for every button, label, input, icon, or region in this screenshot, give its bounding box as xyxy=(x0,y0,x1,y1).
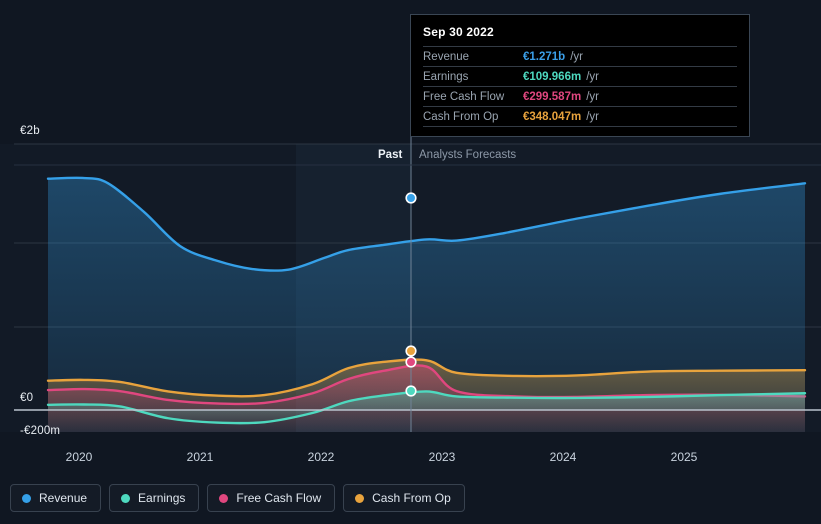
legend-item-revenue[interactable]: Revenue xyxy=(10,484,102,512)
y-axis-label-zero: €0 xyxy=(20,392,34,404)
legend-item-cash-from-op[interactable]: Cash From Op xyxy=(343,484,465,512)
tooltip-unit-cash-from-op: /yr xyxy=(586,110,599,123)
tooltip-row-revenue: Revenue €1.271b /yr xyxy=(423,46,737,66)
tooltip-label-free-cash-flow: Free Cash Flow xyxy=(423,90,505,103)
tooltip-unit-free-cash-flow: /yr xyxy=(586,90,599,103)
tooltip-value-free-cash-flow: €299.587m xyxy=(523,90,582,103)
tooltip-value-earnings: €109.966m xyxy=(523,70,582,83)
tooltip-label-cash-from-op: Cash From Op xyxy=(423,110,499,123)
chart-legend: Revenue Earnings Free Cash Flow Cash Fro… xyxy=(10,484,465,512)
legend-label-earnings: Earnings xyxy=(138,491,186,505)
hover-tooltip: Sep 30 2022 Revenue €1.271b /yr Earnings… xyxy=(410,14,750,137)
tooltip-label-revenue: Revenue xyxy=(423,50,470,63)
legend-dot-free-cash-flow xyxy=(219,493,229,503)
legend-item-earnings[interactable]: Earnings xyxy=(109,484,200,512)
tooltip-row-cash-from-op: Cash From Op €348.047m /yr xyxy=(423,106,737,127)
y-axis-label-bottom: -€200m xyxy=(20,425,61,437)
tooltip-value-cash-from-op: €348.047m xyxy=(523,110,582,123)
legend-label-cash-from-op: Cash From Op xyxy=(372,491,451,505)
forecast-region-label: Analysts Forecasts xyxy=(419,149,517,161)
tooltip-date: Sep 30 2022 xyxy=(423,25,494,39)
legend-label-free-cash-flow: Free Cash Flow xyxy=(236,491,322,505)
x-axis-label-2023: 2023 xyxy=(428,450,456,464)
tooltip-unit-earnings: /yr xyxy=(586,70,599,83)
x-axis-label-2021: 2021 xyxy=(186,450,214,464)
tooltip-unit-revenue: /yr xyxy=(570,50,583,63)
x-axis-label-2022: 2022 xyxy=(307,450,335,464)
tooltip-row-free-cash-flow: Free Cash Flow €299.587m /yr xyxy=(423,86,737,106)
tooltip-value-revenue: €1.271b xyxy=(523,50,566,63)
x-axis-label-2024: 2024 xyxy=(549,450,577,464)
legend-item-free-cash-flow[interactable]: Free Cash Flow xyxy=(207,484,336,512)
tooltip-label-earnings: Earnings xyxy=(423,70,469,83)
legend-dot-cash-from-op xyxy=(355,493,365,503)
legend-label-revenue: Revenue xyxy=(39,491,88,505)
x-axis-label-2025: 2025 xyxy=(670,450,698,464)
legend-dot-earnings xyxy=(121,493,131,503)
past-region-label: Past xyxy=(378,149,403,161)
legend-dot-revenue xyxy=(22,493,31,503)
x-axis-label-2020: 2020 xyxy=(65,450,93,464)
tooltip-row-earnings: Earnings €109.966m /yr xyxy=(423,66,737,86)
y-axis-label-top: €2b xyxy=(20,125,40,137)
